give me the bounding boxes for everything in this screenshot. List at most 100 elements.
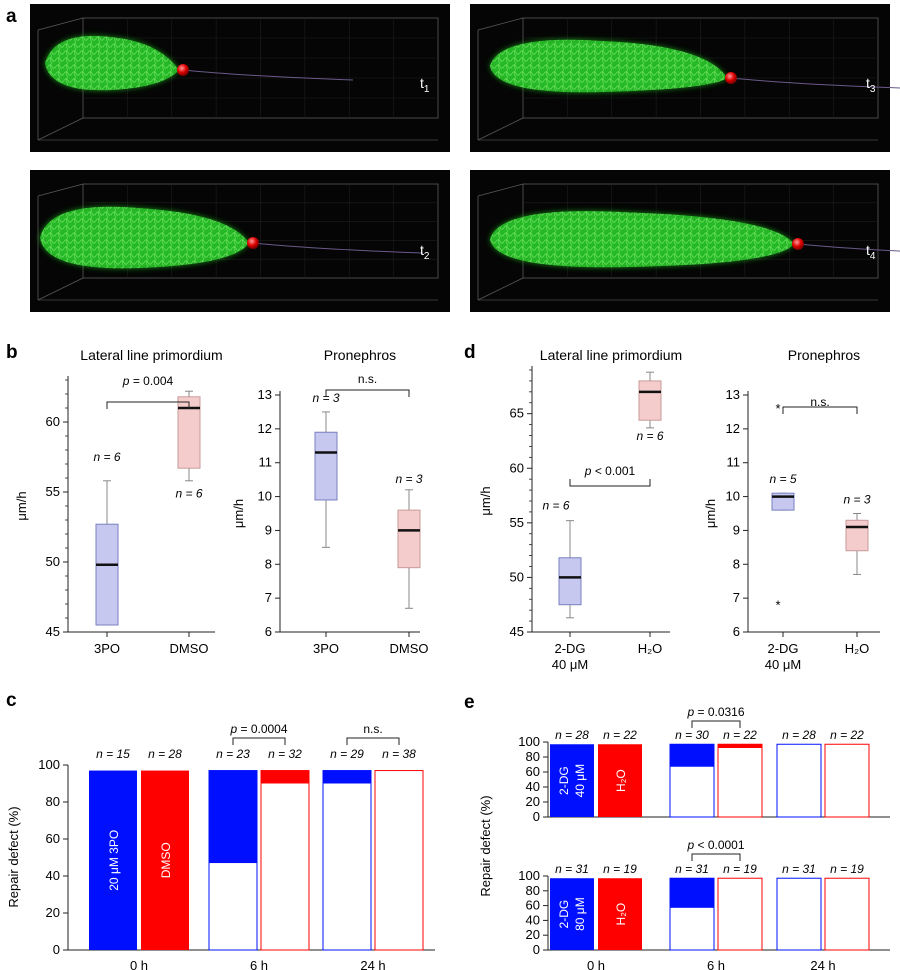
micro-box-edge <box>37 117 84 141</box>
comparison-bracket <box>232 737 286 745</box>
bar-outline-blue <box>776 877 822 951</box>
x-tick-label: DMSO <box>170 641 209 656</box>
x-group-label: 0 h <box>587 958 605 970</box>
micro-box-edge <box>477 183 524 197</box>
micro-cell-texture <box>40 206 249 269</box>
boxplot-b_llp: Lateral line primordium 45 50 55 60 μm/h 3PO DM… <box>14 347 223 656</box>
y-tick-label: 45 <box>510 624 524 639</box>
micro-box-edge <box>477 17 524 31</box>
x-group-label: 0 h <box>130 958 148 970</box>
x-tick-label-line: 2-DG <box>767 641 798 656</box>
y-tick-label: 11 <box>259 455 273 470</box>
y-tick-label: 10 <box>258 489 272 504</box>
chart-title: Lateral line primordium <box>80 347 222 363</box>
comparison-label: n.s. <box>810 395 829 409</box>
micro-track <box>182 69 354 81</box>
sample-size-label: n = 31 <box>675 862 709 876</box>
y-tick-label: 13 <box>726 387 740 402</box>
micro-cell-texture <box>45 35 179 91</box>
micro-image-2: t2 <box>30 170 450 312</box>
bar-inline-label-line: 2-DG <box>557 900 571 929</box>
bar-outline-red <box>824 743 870 818</box>
bar-filled-red <box>141 770 189 950</box>
x-group-label: 24 h <box>360 958 385 970</box>
x-tick-label-line: 3PO <box>94 641 120 656</box>
y-tick-label: 9 <box>265 522 272 537</box>
x-tick-label-line: 2-DG <box>554 641 585 656</box>
bar-fill-red <box>718 744 762 748</box>
y-axis-label: μm/h <box>14 491 29 520</box>
x-tick-label-line: 3PO <box>313 641 339 656</box>
x-tick-label-line: 40 μM <box>552 657 588 672</box>
box-red <box>397 509 421 569</box>
y-tick-label: 80 <box>46 794 60 809</box>
bar-outline-red <box>374 770 424 951</box>
micro-image-4: t4 <box>470 170 900 312</box>
box-blue <box>558 557 582 606</box>
p-symbol: p <box>686 838 694 852</box>
box-blue <box>95 523 119 626</box>
x-tick-label-line: 40 μM <box>765 657 801 672</box>
y-tick-label: 50 <box>510 569 524 584</box>
micro-timepoint-label: t1 <box>420 75 430 95</box>
micro-timepoint-base: t <box>420 75 424 91</box>
x-tick-label-line: DMSO <box>390 641 429 656</box>
micro-box-edge <box>477 277 524 301</box>
sample-size-label: n = 6 <box>542 499 569 513</box>
panel-label-e: e <box>464 692 475 713</box>
y-tick-label: 0 <box>533 809 540 824</box>
comparison-bracket <box>691 853 741 861</box>
y-tick-label: 60 <box>46 831 60 846</box>
y-tick-label: 60 <box>46 414 60 429</box>
boxplot-d_llp: Lateral line primordium 45 50 55 60 65 μm/h 2-D… <box>478 347 682 672</box>
panel-label-d: d <box>464 342 476 363</box>
sample-size-label: n = 22 <box>603 728 637 742</box>
boxplot-b_pn: Pronephros 6 7 8 9 10 11 12 13 μm/h 3PO DMSO n = 3 n … <box>231 347 429 656</box>
y-tick-label: 7 <box>265 590 272 605</box>
chart-title: Pronephros <box>324 347 396 363</box>
y-tick-label: 60 <box>526 898 540 913</box>
comparison-label: n.s. <box>358 372 377 386</box>
comparison-bracket <box>691 720 741 728</box>
x-tick-label: 2-DG 40 μM <box>765 641 801 672</box>
micro-box-edge <box>37 183 84 197</box>
bar-fill-blue <box>209 770 257 864</box>
bar-inline-label: 20 μM 3PO <box>107 830 121 891</box>
y-tick-label: 65 <box>510 406 524 421</box>
y-tick-label: 50 <box>46 554 60 569</box>
y-tick-label: 100 <box>518 868 540 883</box>
micro-timepoint-sub: 2 <box>424 251 430 262</box>
x-tick-label: 3PO <box>94 641 120 656</box>
x-tick-label-line: H₂O <box>845 641 870 656</box>
y-tick-label: 20 <box>526 927 540 942</box>
comparison-label: p = 0.0004 <box>229 722 287 736</box>
y-tick-label: 55 <box>510 515 524 530</box>
box-red <box>845 519 869 552</box>
bar-inline-label: 2-DG 80 μM <box>557 897 587 931</box>
bar-inline-label: DMSO <box>159 842 173 878</box>
micro-timepoint-base: t <box>420 242 424 258</box>
sample-size-label: n = 3 <box>395 472 422 486</box>
y-tick-label: 12 <box>258 421 272 436</box>
y-tick-label: 6 <box>265 624 272 639</box>
sample-size-label: n = 38 <box>382 747 416 761</box>
y-tick-label: 40 <box>526 779 540 794</box>
x-tick-label: 3PO <box>313 641 339 656</box>
y-tick-label: 10 <box>726 489 740 504</box>
x-tick-label: H₂O <box>638 641 663 656</box>
comparison-label: p < 0.0001 <box>686 838 744 852</box>
barchart-c: 0 20 40 60 80 100 Repair defect (%) 0 h 20 μM 3P… <box>6 722 435 970</box>
micro-tracked-cell <box>177 64 189 76</box>
bar-filled-blue <box>550 744 594 817</box>
micro-box-edge <box>37 17 84 31</box>
micro-image-1: t1 <box>30 4 450 152</box>
micro-track <box>730 77 900 89</box>
bar-outline-blue <box>322 770 372 951</box>
comparison-bracket <box>106 401 190 409</box>
bar-filled-blue <box>89 770 137 950</box>
sample-size-label: n = 6 <box>93 450 120 464</box>
x-tick-label: DMSO <box>390 641 429 656</box>
sample-size-label: n = 23 <box>216 747 250 761</box>
